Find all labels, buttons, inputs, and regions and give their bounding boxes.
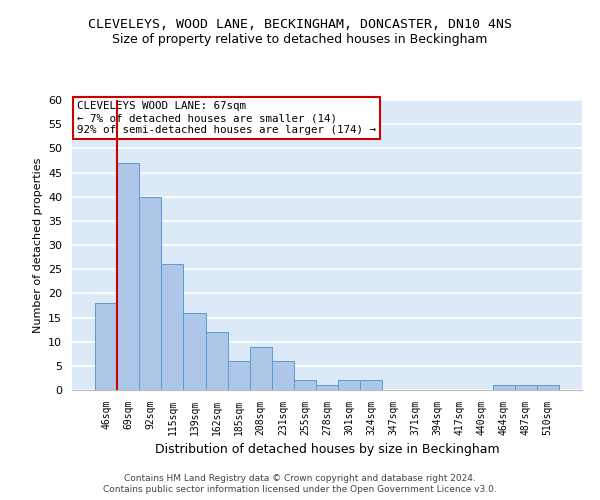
Text: Contains HM Land Registry data © Crown copyright and database right 2024.: Contains HM Land Registry data © Crown c… — [124, 474, 476, 483]
Bar — [338, 380, 360, 390]
Bar — [250, 346, 272, 390]
Bar — [95, 303, 117, 390]
Bar — [184, 312, 206, 390]
Bar — [537, 385, 559, 390]
Bar — [117, 163, 139, 390]
Bar — [272, 361, 294, 390]
Bar — [139, 196, 161, 390]
Text: Size of property relative to detached houses in Beckingham: Size of property relative to detached ho… — [112, 32, 488, 46]
Text: CLEVELEYS WOOD LANE: 67sqm
← 7% of detached houses are smaller (14)
92% of semi-: CLEVELEYS WOOD LANE: 67sqm ← 7% of detac… — [77, 102, 376, 134]
Y-axis label: Number of detached properties: Number of detached properties — [32, 158, 43, 332]
Bar — [161, 264, 184, 390]
Bar — [294, 380, 316, 390]
Text: Contains public sector information licensed under the Open Government Licence v3: Contains public sector information licen… — [103, 485, 497, 494]
X-axis label: Distribution of detached houses by size in Beckingham: Distribution of detached houses by size … — [155, 444, 499, 456]
Bar — [493, 385, 515, 390]
Bar — [515, 385, 537, 390]
Text: CLEVELEYS, WOOD LANE, BECKINGHAM, DONCASTER, DN10 4NS: CLEVELEYS, WOOD LANE, BECKINGHAM, DONCAS… — [88, 18, 512, 30]
Bar — [206, 332, 227, 390]
Bar — [316, 385, 338, 390]
Bar — [227, 361, 250, 390]
Bar — [360, 380, 382, 390]
